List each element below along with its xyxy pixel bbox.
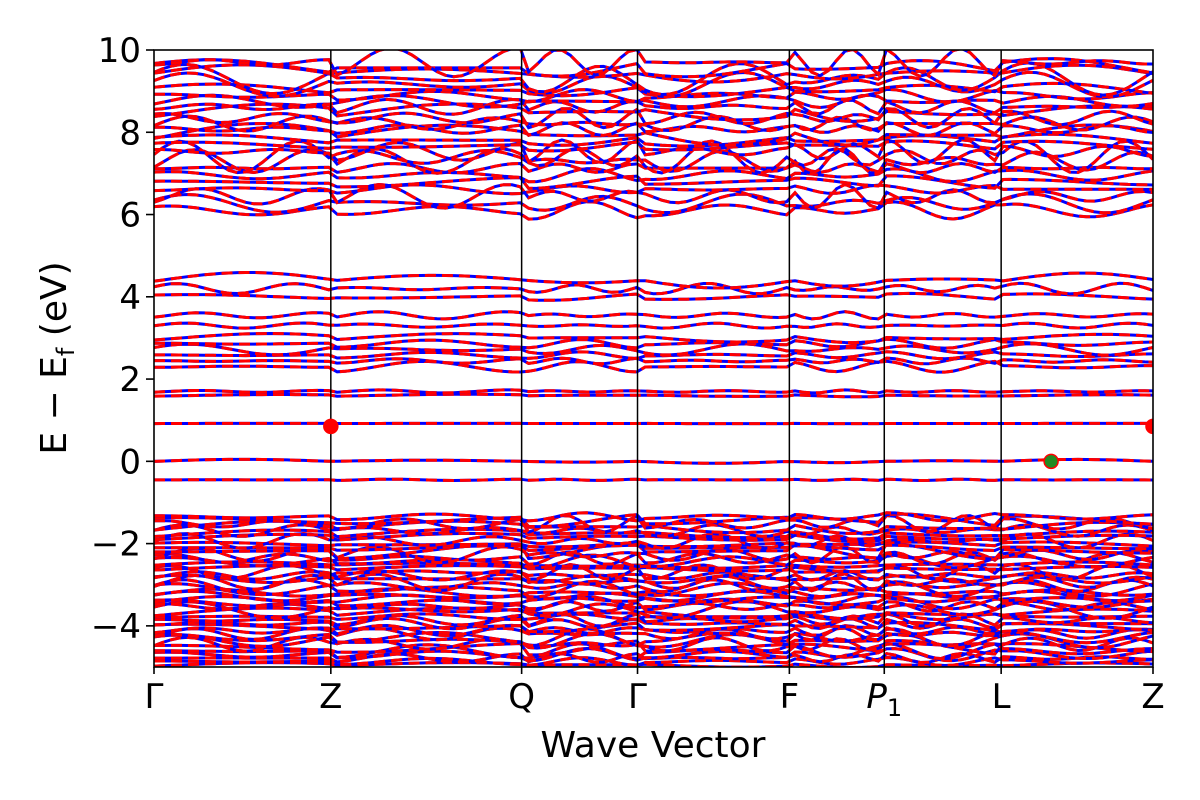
band-line-spin-down [154, 572, 1153, 593]
band-line-spin-down [154, 63, 1153, 84]
band-line-spin-down [154, 612, 1153, 628]
band-line-spin-down [154, 457, 1153, 465]
band-line-spin-down [154, 331, 1153, 345]
x-tick-label: Γ [628, 677, 647, 717]
band-line-spin-down [154, 139, 1153, 153]
y-tick-label: 10 [98, 31, 141, 71]
x-tick-label: Γ [145, 677, 164, 717]
band-line-spin-down [154, 50, 1153, 79]
high-symmetry-lines [330, 50, 1002, 667]
y-tick-label: 4 [119, 278, 141, 318]
band-line-spin-down [154, 97, 1153, 116]
band-line-spin-down [154, 182, 1153, 211]
x-tick-label: Z [1141, 677, 1164, 717]
band-line-spin-down [154, 523, 1153, 538]
band-line-spin-down [154, 200, 1153, 221]
band-line-spin-down [154, 623, 1153, 638]
band-line-spin-down [154, 183, 1153, 196]
x-tick-label: L [992, 677, 1011, 717]
band-line-spin-down [154, 606, 1153, 621]
band-line-spin-up [154, 281, 1153, 296]
y-tick-label: 6 [119, 196, 141, 236]
plot-frame [153, 49, 1154, 668]
band-line-spin-down [154, 321, 1153, 330]
band-line-spin-up [154, 167, 1153, 184]
band-line-spin-down [154, 477, 1153, 483]
band-line-spin-down [154, 139, 1153, 175]
band-line-spin-down [154, 621, 1153, 634]
band-line-spin-up [154, 174, 1153, 190]
y-axis-label-subscript: f [52, 347, 80, 356]
band-line-spin-down [154, 356, 1153, 366]
band-line-spin-down [154, 638, 1153, 657]
y-axis-label: E − Ef (eV) [34, 261, 80, 454]
y-tick-label: 0 [119, 442, 141, 482]
x-tick-label: P1 [866, 677, 902, 722]
band-line-spin-down [154, 388, 1153, 395]
band-marker [1145, 418, 1153, 435]
x-axis-label: Wave Vector [541, 725, 766, 766]
band-line-spin-down [154, 342, 1153, 357]
band-line-spin-down [154, 587, 1153, 599]
band-line-spin-down [154, 192, 1153, 215]
band-line-spin-down [154, 626, 1153, 642]
band-line-spin-down [154, 121, 1153, 138]
band-line-spin-down [154, 579, 1153, 599]
band-line-spin-down [154, 578, 1153, 594]
band-lines [154, 50, 1153, 667]
band-line-spin-up [154, 512, 1153, 529]
band-line-spin-up [154, 631, 1153, 650]
y-axis-label-main: E − E [34, 356, 75, 455]
y-tick-label: 8 [119, 113, 141, 153]
band-line-spin-down [154, 161, 1153, 175]
band-line-spin-down [154, 132, 1153, 148]
band-line-spin-down [154, 106, 1153, 130]
y-tick-label: −2 [91, 525, 141, 565]
band-line-spin-down [154, 651, 1153, 665]
x-tick-label: Z [319, 677, 342, 717]
band-marker [1043, 453, 1059, 470]
x-tick-label: F [780, 677, 800, 717]
band-line-spin-down [154, 392, 1153, 399]
band-line-spin-down [154, 350, 1153, 361]
band-line-spin-down [154, 616, 1153, 631]
band-marker [323, 418, 339, 435]
band-line-spin-down [154, 93, 1153, 110]
y-axis: −4 −2 0 2 4 6 8 10 [91, 31, 154, 647]
band-line-spin-down [154, 70, 1153, 99]
band-line-spin-down [154, 600, 1153, 613]
x-tick-label: Q [508, 677, 535, 717]
band-line-spin-up [154, 599, 1153, 620]
band-line-spin-down [154, 573, 1153, 585]
band-line-spin-down [154, 114, 1153, 133]
band-line-spin-down [154, 137, 1153, 165]
band-line-spin-down [154, 291, 1153, 302]
y-tick-label: 2 [119, 360, 141, 400]
y-tick-label: −4 [91, 607, 141, 647]
band-line-spin-down [154, 61, 1153, 97]
band-line-spin-up [154, 87, 1153, 104]
band-line-spin-down [154, 337, 1153, 350]
band-markers [323, 418, 1153, 470]
band-line-spin-down [154, 511, 1153, 523]
band-line-spin-down [154, 513, 1153, 534]
band-line-spin-down [154, 271, 1153, 290]
band-line-spin-down [154, 541, 1153, 561]
band-line-spin-down [154, 310, 1153, 321]
band-line-spin-down [154, 661, 1153, 667]
x-axis: Γ Z Q Γ F P1 L Z [145, 667, 1165, 722]
band-line-spin-down [154, 527, 1153, 541]
band-line-spin-down [154, 589, 1153, 603]
y-axis-label-unit: (eV) [34, 261, 75, 347]
